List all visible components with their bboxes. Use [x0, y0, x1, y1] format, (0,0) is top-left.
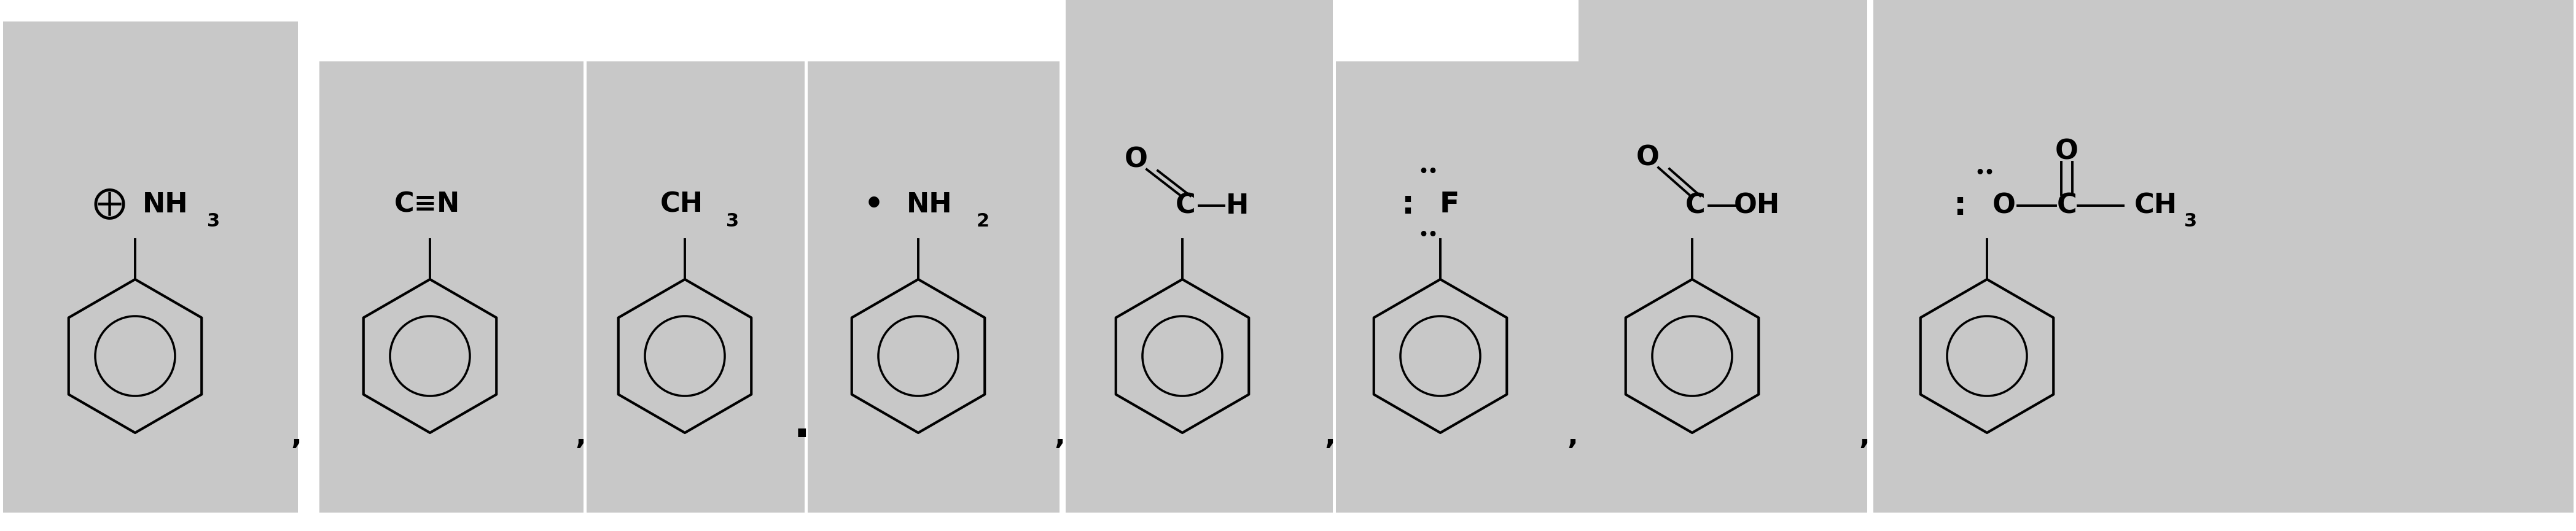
Text: ,: , — [574, 422, 585, 450]
Text: H: H — [1226, 192, 1249, 219]
Text: NH: NH — [142, 191, 188, 218]
Text: $\bigoplus$: $\bigoplus$ — [93, 187, 126, 221]
FancyBboxPatch shape — [1066, 0, 1332, 512]
Text: ·: · — [793, 415, 809, 457]
FancyBboxPatch shape — [1873, 0, 2573, 512]
Text: F: F — [1440, 191, 1461, 218]
Text: ,: , — [291, 422, 301, 450]
Text: ,: , — [1324, 422, 1334, 450]
Text: O: O — [1636, 144, 1659, 171]
Text: O: O — [1126, 147, 1149, 173]
Text: NH: NH — [907, 191, 953, 218]
Text: OH: OH — [1734, 192, 1780, 219]
Text: O: O — [2056, 139, 2079, 165]
Text: ,: , — [1566, 422, 1579, 450]
Text: ,: , — [1860, 422, 1870, 450]
FancyBboxPatch shape — [809, 62, 1059, 512]
FancyBboxPatch shape — [3, 21, 299, 512]
Text: 3: 3 — [2184, 212, 2197, 230]
Text: ,: , — [1054, 422, 1064, 450]
Text: CH: CH — [659, 191, 703, 218]
FancyBboxPatch shape — [1337, 62, 1582, 512]
Text: C: C — [1685, 192, 1705, 219]
Text: ••: •• — [1419, 228, 1437, 243]
Text: C: C — [1175, 192, 1195, 219]
Text: :: : — [1953, 190, 1965, 221]
Text: ••: •• — [1976, 166, 1994, 181]
Text: 2: 2 — [976, 212, 989, 230]
FancyBboxPatch shape — [1579, 0, 1868, 512]
FancyBboxPatch shape — [319, 62, 585, 512]
Text: 3: 3 — [206, 212, 219, 230]
Text: O: O — [1994, 192, 2017, 219]
FancyBboxPatch shape — [587, 62, 804, 512]
Text: 3: 3 — [726, 212, 739, 230]
Text: ••: •• — [1419, 165, 1437, 179]
Text: •: • — [863, 190, 884, 219]
Text: :: : — [1401, 189, 1414, 220]
Text: C≡N: C≡N — [394, 191, 459, 218]
Text: CH: CH — [2136, 192, 2177, 219]
Text: C: C — [2056, 192, 2076, 219]
